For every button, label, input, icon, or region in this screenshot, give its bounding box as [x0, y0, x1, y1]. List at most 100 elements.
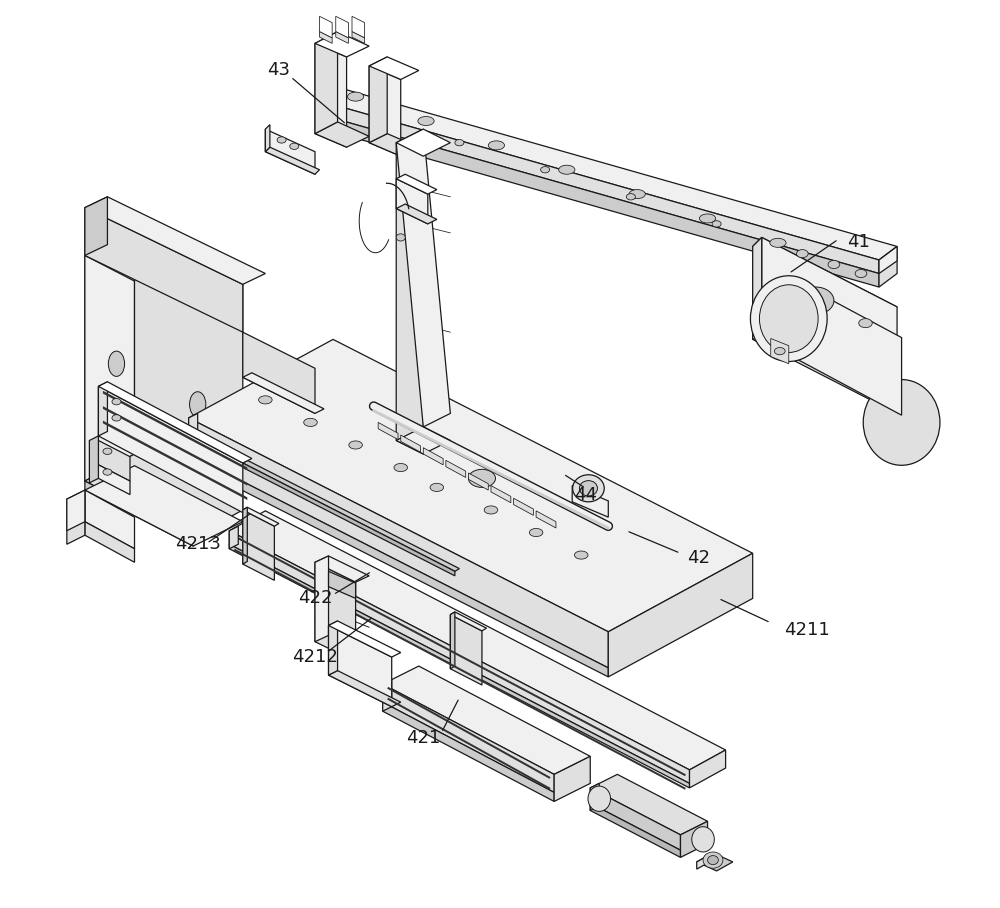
Polygon shape [329, 621, 338, 676]
Polygon shape [468, 473, 488, 490]
Ellipse shape [770, 238, 786, 247]
Polygon shape [396, 174, 437, 194]
Polygon shape [189, 418, 608, 668]
Polygon shape [450, 612, 455, 669]
Ellipse shape [863, 380, 940, 465]
Ellipse shape [304, 419, 317, 427]
Polygon shape [396, 143, 423, 454]
Polygon shape [697, 853, 733, 871]
Polygon shape [324, 88, 897, 260]
Polygon shape [450, 612, 486, 631]
Ellipse shape [859, 319, 872, 328]
Ellipse shape [541, 166, 550, 173]
Text: 4212: 4212 [292, 648, 338, 666]
Polygon shape [103, 406, 247, 486]
Ellipse shape [828, 261, 840, 269]
Polygon shape [450, 615, 482, 685]
Polygon shape [329, 626, 392, 706]
Polygon shape [590, 775, 708, 834]
Ellipse shape [396, 233, 405, 241]
Polygon shape [329, 571, 356, 598]
Polygon shape [536, 511, 556, 528]
Polygon shape [378, 422, 398, 439]
Polygon shape [243, 463, 455, 576]
Ellipse shape [259, 396, 272, 404]
Polygon shape [680, 822, 708, 857]
Polygon shape [103, 420, 247, 500]
Polygon shape [135, 229, 243, 510]
Ellipse shape [579, 480, 597, 496]
Text: 421: 421 [406, 729, 440, 747]
Polygon shape [780, 277, 789, 360]
Text: 41: 41 [847, 233, 870, 251]
Polygon shape [98, 440, 130, 481]
Polygon shape [514, 498, 533, 516]
Polygon shape [352, 32, 365, 44]
Polygon shape [753, 237, 762, 340]
Polygon shape [336, 32, 348, 44]
Text: 4211: 4211 [784, 621, 830, 639]
Polygon shape [89, 436, 98, 483]
Polygon shape [383, 684, 554, 793]
Polygon shape [387, 697, 551, 790]
Polygon shape [401, 435, 421, 452]
Polygon shape [324, 115, 879, 287]
Ellipse shape [703, 852, 723, 868]
Polygon shape [789, 277, 902, 415]
Polygon shape [320, 32, 332, 44]
Polygon shape [315, 32, 338, 133]
Polygon shape [396, 129, 450, 156]
Polygon shape [446, 460, 466, 478]
Polygon shape [396, 179, 428, 224]
Ellipse shape [112, 399, 121, 405]
Polygon shape [265, 129, 315, 174]
Ellipse shape [488, 141, 505, 150]
Polygon shape [243, 373, 324, 413]
Polygon shape [67, 490, 85, 544]
Polygon shape [396, 204, 437, 224]
Polygon shape [234, 548, 686, 790]
Ellipse shape [573, 475, 604, 502]
Ellipse shape [394, 463, 407, 471]
Polygon shape [383, 679, 392, 711]
Polygon shape [329, 621, 401, 657]
Ellipse shape [574, 551, 588, 559]
Ellipse shape [750, 276, 827, 361]
Polygon shape [352, 16, 365, 38]
Polygon shape [369, 57, 387, 143]
Polygon shape [336, 16, 348, 38]
Polygon shape [590, 788, 680, 850]
Ellipse shape [108, 351, 125, 377]
Polygon shape [753, 285, 762, 340]
Ellipse shape [796, 250, 808, 258]
Ellipse shape [468, 469, 495, 488]
Ellipse shape [855, 270, 867, 278]
Ellipse shape [559, 165, 575, 174]
Text: 42: 42 [687, 548, 710, 567]
Polygon shape [189, 454, 608, 676]
Polygon shape [315, 562, 356, 662]
Ellipse shape [764, 302, 778, 311]
Polygon shape [753, 237, 897, 316]
Polygon shape [103, 390, 247, 470]
Polygon shape [396, 129, 450, 427]
Ellipse shape [699, 214, 716, 223]
Text: 43: 43 [267, 62, 290, 80]
Polygon shape [85, 197, 107, 255]
Ellipse shape [529, 528, 543, 537]
Polygon shape [753, 290, 888, 409]
Ellipse shape [103, 469, 112, 475]
Ellipse shape [798, 287, 834, 314]
Polygon shape [85, 481, 193, 546]
Polygon shape [771, 339, 789, 364]
Polygon shape [387, 686, 551, 779]
Polygon shape [85, 197, 265, 284]
Ellipse shape [277, 137, 286, 143]
Polygon shape [690, 750, 726, 788]
Ellipse shape [349, 441, 362, 449]
Polygon shape [315, 44, 347, 147]
Polygon shape [243, 508, 279, 527]
Polygon shape [229, 530, 690, 784]
Ellipse shape [712, 221, 721, 227]
Polygon shape [243, 510, 274, 580]
